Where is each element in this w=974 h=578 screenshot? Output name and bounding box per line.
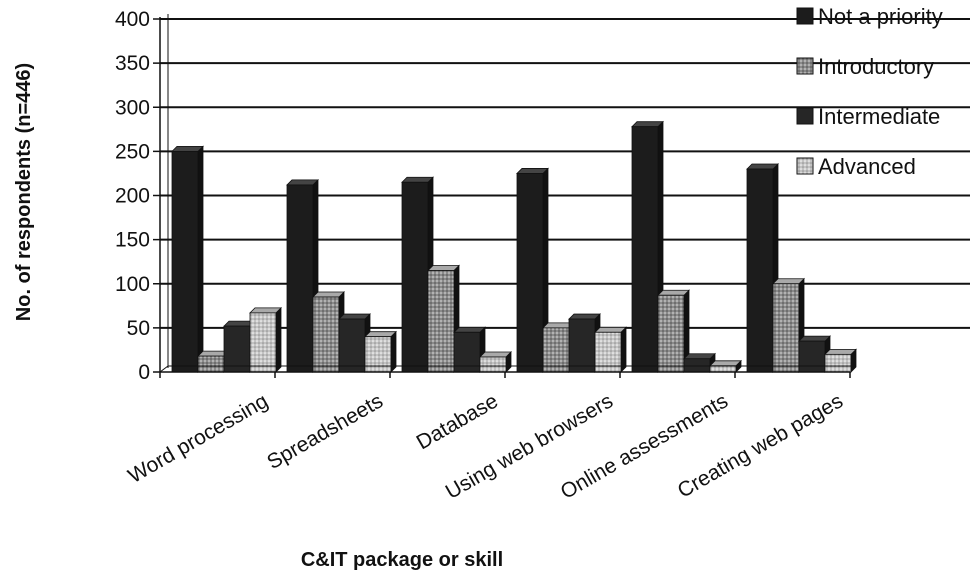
y-tick-label: 0 (138, 361, 150, 384)
bar-top (709, 360, 742, 367)
bar-side (197, 145, 204, 373)
bar-top (798, 335, 831, 342)
category-label: Database (413, 389, 502, 454)
legend-label: Intermediate (818, 104, 940, 129)
bar-top (516, 168, 549, 174)
bar-top (312, 291, 345, 298)
y-tick-label: 150 (115, 229, 150, 252)
bar-top (772, 278, 805, 285)
bar-front (338, 318, 366, 373)
bar-top (746, 163, 779, 170)
legend-item: Advanced (796, 154, 916, 179)
bar-front (824, 353, 852, 373)
y-tick-label: 400 (115, 8, 150, 31)
y-axis-title: No. of respondents (n=446) (13, 63, 35, 321)
y-tick-labels: 0 50 100 150 200 250 300 350 400 (115, 8, 150, 384)
bar (542, 321, 575, 373)
bar-front (479, 356, 507, 373)
bars (171, 120, 857, 373)
legend-item: Not a priority (796, 4, 943, 29)
legend-swatch (796, 157, 814, 175)
bar-top (657, 289, 690, 296)
bar-side (620, 326, 627, 373)
bar-front (249, 312, 277, 373)
bar-top (824, 348, 857, 355)
bar-front (516, 173, 544, 373)
bar-front (683, 358, 711, 373)
legend-item: Intermediate (796, 104, 940, 129)
bar-front (798, 340, 826, 373)
legend-swatch (796, 7, 814, 25)
y-tick-label: 350 (115, 52, 150, 75)
bar (171, 145, 204, 373)
y-tick-label: 100 (115, 273, 150, 296)
y-tick-label: 300 (115, 96, 150, 119)
bar (657, 289, 690, 373)
bar-top (401, 176, 434, 183)
floor-line (159, 365, 169, 373)
bar-front (401, 181, 429, 373)
bar-front (286, 184, 314, 373)
y-tick-label: 250 (115, 140, 150, 163)
bar-front (746, 168, 774, 373)
bar-front (171, 150, 199, 373)
legend-label: Introductory (818, 54, 934, 79)
legend-label: Advanced (818, 154, 916, 179)
bar-front (542, 327, 570, 373)
bar-front (568, 318, 596, 373)
axes (153, 14, 855, 378)
bar-front (657, 294, 685, 373)
bar-top (171, 145, 204, 152)
bar (286, 178, 319, 373)
y-tick-label: 50 (127, 317, 150, 340)
bar-front (223, 325, 251, 373)
bar (824, 348, 857, 373)
category-label: Spreadsheets (263, 389, 387, 474)
bar-top (683, 353, 716, 360)
bar (631, 120, 664, 373)
bar-top (364, 331, 397, 338)
bar-top (631, 121, 664, 128)
bar-front (312, 296, 340, 373)
bar (453, 326, 486, 373)
legend-item: Introductory (796, 54, 934, 79)
bar-top (427, 265, 460, 271)
x-axis-title: C&IT package or skill (301, 549, 503, 571)
bar (479, 351, 512, 373)
bar-front (772, 283, 800, 373)
category-label: Word processing (124, 389, 272, 488)
legend-swatch (796, 107, 814, 125)
bar (249, 306, 282, 373)
bar-top (594, 326, 627, 333)
bar-front (364, 336, 392, 373)
bar-top (453, 326, 486, 333)
bar-top (249, 307, 282, 314)
bar-front (427, 270, 455, 373)
bar-front (709, 365, 737, 373)
bar-front (197, 355, 225, 373)
legend-swatch (796, 57, 814, 75)
bar (516, 167, 549, 373)
bar-side (275, 306, 282, 373)
legend-label: Not a priority (818, 4, 943, 29)
bar-front (594, 331, 622, 373)
y-tick-label: 200 (115, 185, 150, 208)
bar-top (338, 313, 371, 320)
bar-top (568, 313, 601, 320)
bar-top (479, 351, 512, 358)
bar-front (631, 126, 659, 373)
bar-top (286, 179, 319, 186)
legend: Not a priority Introductory Intermediate Ad… (796, 4, 943, 179)
bar (594, 326, 627, 373)
